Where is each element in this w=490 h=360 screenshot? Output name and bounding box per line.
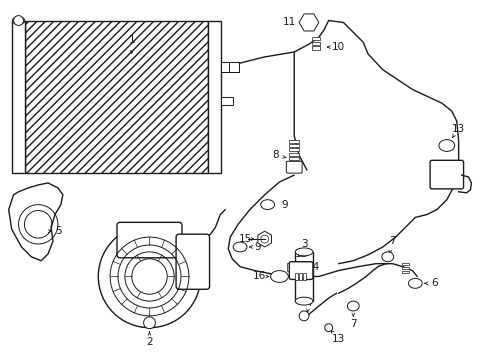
Bar xyxy=(312,37,320,40)
Bar xyxy=(25,21,208,173)
Bar xyxy=(289,157,299,160)
Text: 13: 13 xyxy=(332,334,345,345)
FancyBboxPatch shape xyxy=(289,262,313,279)
Ellipse shape xyxy=(409,278,422,288)
Text: 7: 7 xyxy=(390,236,396,246)
Text: 11: 11 xyxy=(283,18,296,27)
Text: 2: 2 xyxy=(146,337,153,347)
Bar xyxy=(289,144,299,147)
FancyBboxPatch shape xyxy=(176,234,210,289)
Bar xyxy=(292,263,295,271)
Ellipse shape xyxy=(295,248,313,256)
Bar xyxy=(289,140,299,143)
Text: 6: 6 xyxy=(432,278,439,288)
Text: 9: 9 xyxy=(281,199,288,210)
Ellipse shape xyxy=(295,297,313,305)
Bar xyxy=(229,62,239,72)
Text: 3: 3 xyxy=(301,239,307,249)
Bar xyxy=(402,263,409,265)
Bar xyxy=(296,263,300,271)
Text: 5: 5 xyxy=(55,226,62,236)
Text: 12: 12 xyxy=(294,249,308,259)
Ellipse shape xyxy=(382,252,393,262)
Bar xyxy=(295,273,298,280)
Bar xyxy=(221,62,231,72)
Ellipse shape xyxy=(233,242,247,252)
Bar xyxy=(312,42,320,45)
Bar xyxy=(303,273,306,280)
Bar xyxy=(208,21,221,173)
Text: 4: 4 xyxy=(306,298,312,308)
Ellipse shape xyxy=(261,200,274,210)
Text: 9: 9 xyxy=(254,242,261,252)
Text: 7: 7 xyxy=(350,319,357,329)
Bar xyxy=(289,148,299,151)
Text: 16: 16 xyxy=(253,271,267,282)
Bar xyxy=(402,271,409,273)
Ellipse shape xyxy=(299,311,309,321)
Bar xyxy=(289,153,299,156)
Bar xyxy=(12,21,25,173)
Polygon shape xyxy=(9,183,63,261)
Bar xyxy=(221,97,233,105)
Text: 15: 15 xyxy=(238,234,252,244)
Circle shape xyxy=(144,317,155,329)
Bar xyxy=(312,46,320,50)
Ellipse shape xyxy=(439,140,455,152)
Circle shape xyxy=(98,225,201,328)
Bar xyxy=(299,273,302,280)
Text: 14: 14 xyxy=(307,262,320,272)
Ellipse shape xyxy=(347,301,359,311)
Bar xyxy=(287,263,291,271)
Circle shape xyxy=(14,15,24,26)
Ellipse shape xyxy=(12,17,25,24)
Text: 13: 13 xyxy=(452,124,466,134)
FancyBboxPatch shape xyxy=(430,160,464,189)
FancyBboxPatch shape xyxy=(286,161,302,173)
Bar xyxy=(402,267,409,269)
Ellipse shape xyxy=(270,271,288,282)
Ellipse shape xyxy=(325,324,333,332)
Text: 10: 10 xyxy=(332,42,345,52)
Bar xyxy=(295,252,313,301)
Text: 8: 8 xyxy=(272,150,279,161)
Text: 1: 1 xyxy=(128,35,135,45)
FancyBboxPatch shape xyxy=(117,222,182,258)
